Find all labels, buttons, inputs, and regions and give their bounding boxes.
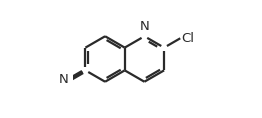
Text: Cl: Cl [181, 32, 194, 45]
Text: N: N [140, 20, 149, 33]
Text: N: N [59, 73, 68, 86]
